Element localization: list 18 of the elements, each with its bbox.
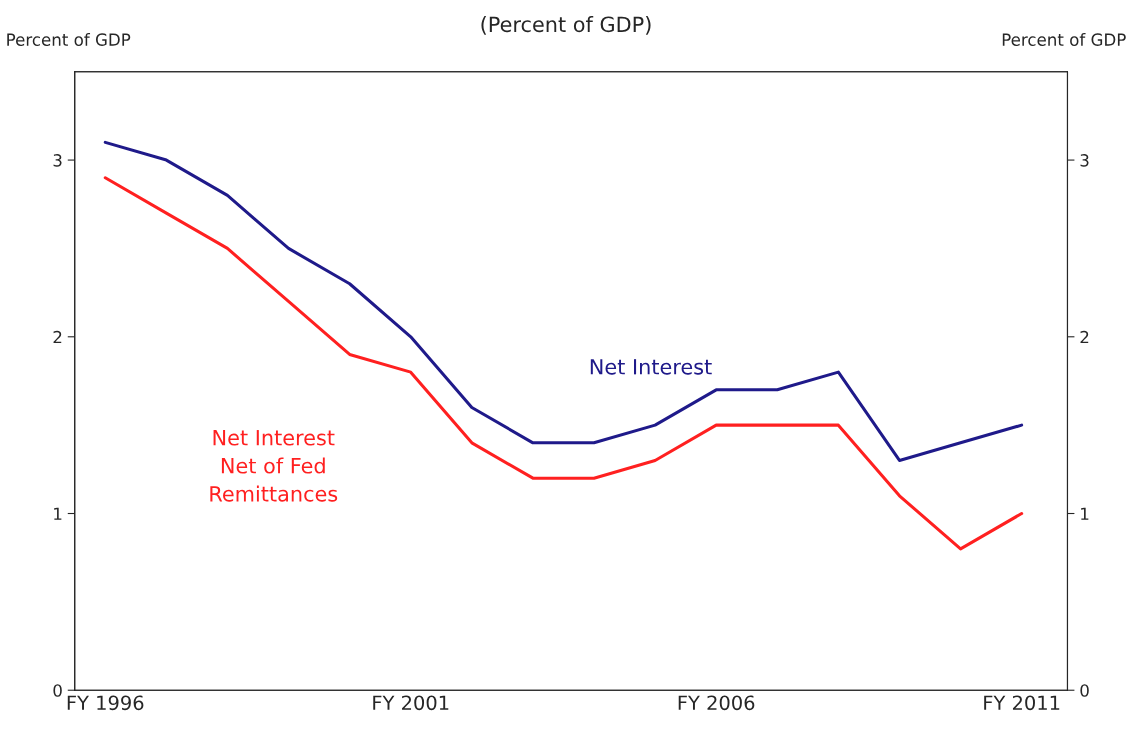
series-label: Net Interest [590,359,712,375]
x-tick-label: FY 2011 [984,695,1060,711]
x-tick-label: FY 2001 [373,695,449,711]
x-tick-label: FY 2006 [678,695,755,711]
y2-tick-label: 1 [1081,507,1089,520]
y-tick-label: 2 [53,330,62,344]
y-axis-title: Percent of GDP [7,33,131,46]
y-tick-label: 1 [54,507,62,520]
y2-tick-label: 3 [1080,154,1089,167]
y2-tick-label: 0 [1080,684,1089,697]
chart-title: (Percent of GDP) [481,16,651,35]
y-tick-label: 3 [53,154,62,167]
x-tick-label: FY 1996 [67,695,144,711]
y-tick-label: 0 [53,684,62,697]
line-series [103,176,1024,551]
y2-axis-title: Percent of GDP [1002,33,1126,46]
y2-tick-label: 2 [1080,330,1089,344]
text: Net Interest Net of Fed Remittances [210,430,338,502]
